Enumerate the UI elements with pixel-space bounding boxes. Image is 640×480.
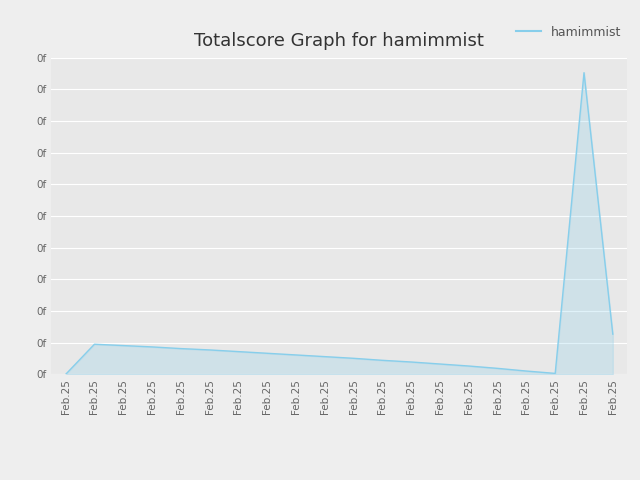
Line: hamimmist: hamimmist <box>66 72 613 374</box>
hamimmist <box>609 331 617 337</box>
hamimmist <box>177 346 185 351</box>
hamimmist <box>552 371 559 376</box>
hamimmist <box>62 372 70 377</box>
hamimmist <box>436 361 444 367</box>
hamimmist <box>206 347 214 353</box>
Legend: hamimmist: hamimmist <box>516 26 621 39</box>
hamimmist <box>408 359 415 365</box>
hamimmist <box>379 358 387 363</box>
hamimmist <box>148 344 156 350</box>
hamimmist <box>120 343 127 348</box>
hamimmist <box>292 352 300 358</box>
hamimmist <box>494 365 502 371</box>
hamimmist <box>350 355 358 361</box>
hamimmist <box>264 350 271 356</box>
Title: Totalscore Graph for hamimmist: Totalscore Graph for hamimmist <box>195 33 484 50</box>
hamimmist <box>321 354 329 360</box>
hamimmist <box>580 70 588 75</box>
hamimmist <box>235 349 243 355</box>
hamimmist <box>91 341 99 347</box>
hamimmist <box>465 363 472 369</box>
hamimmist <box>522 368 530 374</box>
